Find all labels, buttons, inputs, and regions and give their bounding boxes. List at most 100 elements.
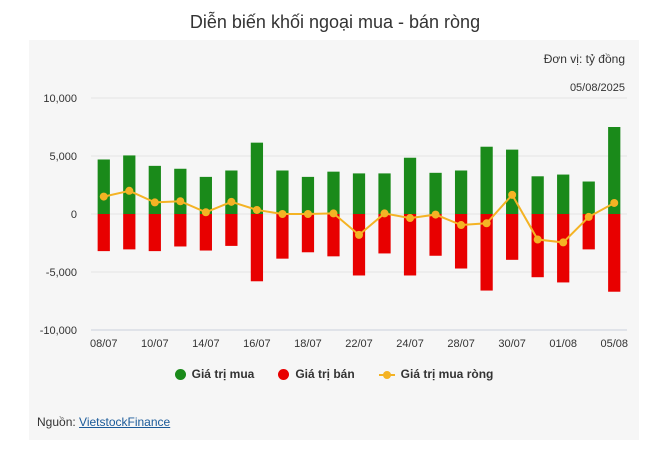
buy-bar <box>301 176 315 214</box>
x-tick-label: 01/08 <box>549 338 577 350</box>
buy-bar <box>403 157 417 214</box>
chart-title: Diễn biến khối ngoại mua - bán ròng <box>189 12 481 32</box>
sell-bar <box>276 214 289 259</box>
buy-bar <box>148 165 161 214</box>
net-point <box>584 212 593 221</box>
sell-bar <box>97 214 110 252</box>
sell-bar <box>608 214 621 292</box>
sell-bar <box>199 214 212 251</box>
buy-bar <box>174 168 187 214</box>
x-tick-label: 24/07 <box>396 338 424 350</box>
buy-bar <box>276 170 289 214</box>
net-point <box>176 197 185 206</box>
x-tick-label: 16/07 <box>243 338 271 350</box>
y-tick-label: 10,000 <box>43 93 77 105</box>
net-point <box>303 210 312 218</box>
bars <box>97 127 621 292</box>
net-line <box>99 186 619 247</box>
legend-item-buy[interactable]: Giá trị mua <box>174 367 255 381</box>
buy-bar <box>225 170 238 214</box>
buy-bar <box>123 155 136 214</box>
sell-bar <box>123 214 136 250</box>
x-tick-label: 10/07 <box>141 338 169 350</box>
legend-label-buy: Giá trị mua <box>191 367 255 381</box>
x-tick-label: 18/07 <box>294 338 322 350</box>
sell-bar <box>174 214 187 247</box>
legend-item-sell[interactable]: Giá trị bán <box>278 367 355 381</box>
sell-bar <box>148 214 161 252</box>
net-point <box>610 198 619 207</box>
sell-bar <box>352 214 366 276</box>
sell-bar <box>403 214 417 276</box>
red-dot-icon <box>278 368 290 380</box>
buy-bar <box>352 173 366 214</box>
buy-bar <box>327 171 340 214</box>
net-point <box>482 219 491 228</box>
legend-label-sell: Giá trị bán <box>295 367 355 381</box>
legend-item-net[interactable]: Giá trị mua ròng <box>378 367 494 381</box>
x-tick-label: 08/07 <box>90 338 118 350</box>
net-point <box>508 190 517 199</box>
buy-bar <box>557 174 570 214</box>
net-point <box>380 209 389 218</box>
x-tick-label: 14/07 <box>192 338 220 350</box>
x-tick-label: 22/07 <box>345 338 373 350</box>
net-point <box>431 210 440 219</box>
buy-bar <box>454 170 468 214</box>
net-point <box>559 238 568 247</box>
source-label: Nguồn: <box>37 415 76 429</box>
buy-bar <box>608 127 621 214</box>
net-point <box>457 221 466 230</box>
legend: Giá trị mua Giá trị bán Giá trị mua ròng <box>29 367 639 381</box>
source-link[interactable]: VietstockFinance <box>79 415 171 429</box>
buy-bar <box>250 142 264 214</box>
chart-panel: 10,000 5,000 0 -5,000 -10,000 08/07 10/07 14/0… <box>29 40 639 440</box>
sell-bar <box>557 214 570 283</box>
sell-bar <box>480 214 493 291</box>
net-point <box>150 198 159 207</box>
date-label: 05/08/2025 <box>569 82 625 94</box>
buy-bar <box>582 181 595 214</box>
unit-label: Đơn vị: tỷ đồng <box>543 52 625 66</box>
net-point <box>201 208 210 217</box>
buy-bar <box>378 173 391 214</box>
buy-bar <box>199 176 212 214</box>
sell-bar <box>301 214 315 253</box>
y-tick-label: -5,000 <box>46 267 77 279</box>
sell-bar <box>378 214 391 254</box>
net-point <box>533 235 542 244</box>
x-tick-label: 30/07 <box>498 338 526 350</box>
net-point <box>99 192 108 201</box>
x-axis-ticks: 08/07 10/07 14/07 16/07 18/07 22/07 24/07 28/07… <box>90 338 628 350</box>
sell-bar <box>225 214 238 246</box>
source-note: Nguồn: VietstockFinance <box>37 415 170 429</box>
y-axis-ticks: 10,000 5,000 0 -5,000 -10,000 <box>40 93 77 337</box>
net-point <box>355 230 363 239</box>
chart-svg: 10,000 5,000 0 -5,000 -10,000 08/07 10/07 14/0… <box>40 93 628 350</box>
y-tick-label: 5,000 <box>49 151 77 163</box>
net-point <box>227 197 236 206</box>
buy-bar <box>97 159 110 214</box>
net-point <box>252 205 261 214</box>
sell-bar <box>531 214 544 278</box>
sell-bar <box>429 214 442 256</box>
net-point <box>406 214 415 223</box>
buy-bar <box>429 172 442 214</box>
net-point <box>278 210 287 218</box>
buy-bar <box>480 146 493 214</box>
sell-bar <box>454 214 468 269</box>
y-tick-label: -10,000 <box>40 325 77 337</box>
y-tick-label: 0 <box>71 209 77 221</box>
green-dot-icon <box>174 368 186 380</box>
buy-bar <box>531 176 544 214</box>
sell-bar <box>250 214 264 282</box>
sell-bar <box>506 214 519 260</box>
line-marker-icon <box>378 369 395 380</box>
sell-bar <box>327 214 340 257</box>
x-tick-label: 28/07 <box>447 338 475 350</box>
net-point <box>329 209 338 218</box>
sell-bar <box>582 214 595 250</box>
legend-label-net: Giá trị mua ròng <box>400 367 494 381</box>
net-point <box>125 186 134 195</box>
x-tick-label: 05/08 <box>600 338 628 350</box>
